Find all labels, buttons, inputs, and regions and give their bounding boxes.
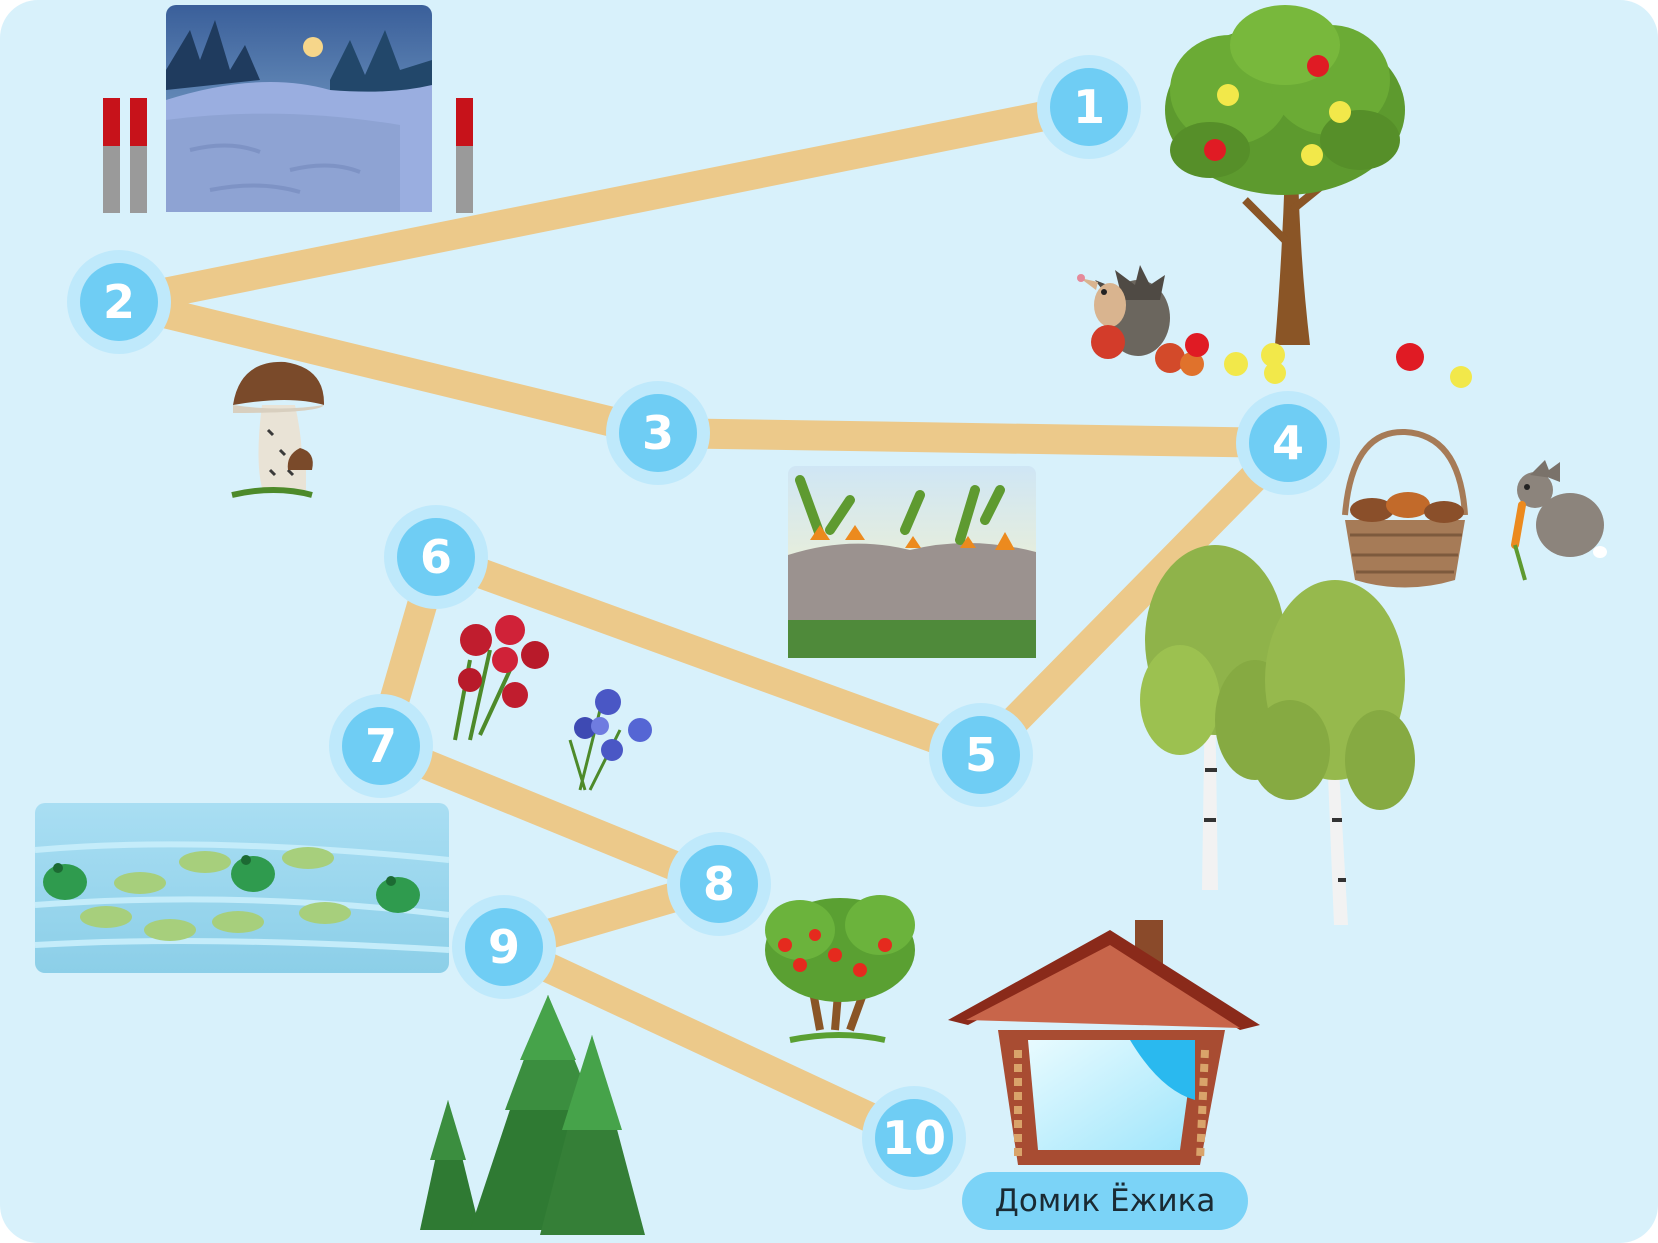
station-8-number: 8 <box>703 857 735 911</box>
station-4[interactable]: 4 <box>1236 391 1340 495</box>
birch-trees-icon <box>1140 545 1415 925</box>
carrot-garden-picture <box>788 466 1036 658</box>
hedgehog-house-icon <box>948 920 1260 1165</box>
station-9[interactable]: 9 <box>452 895 556 999</box>
station-4-number: 4 <box>1272 416 1304 470</box>
frog-pond-picture <box>34 803 450 973</box>
station-3[interactable]: 3 <box>606 381 710 485</box>
route-path <box>115 92 1324 1153</box>
red-carnations-icon <box>453 615 549 741</box>
station-1-number: 1 <box>1073 80 1105 134</box>
station-10-number: 10 <box>882 1111 946 1165</box>
station-1[interactable]: 1 <box>1037 55 1141 159</box>
station-7-number: 7 <box>365 719 397 773</box>
station-7[interactable]: 7 <box>329 694 433 798</box>
mushroom-basket-icon <box>1342 428 1468 588</box>
station-6[interactable]: 6 <box>384 505 488 609</box>
hare-with-carrot-icon <box>1511 460 1607 581</box>
station-8[interactable]: 8 <box>667 832 771 936</box>
station-3-number: 3 <box>642 406 674 460</box>
apple-tree-icon <box>1165 5 1405 345</box>
station-5[interactable]: 5 <box>929 703 1033 807</box>
station-2[interactable]: 2 <box>67 250 171 354</box>
hedgehog-with-apples-icon <box>1077 265 1472 388</box>
night-forest-gate-picture <box>103 5 473 213</box>
fir-trees-icon <box>420 995 645 1235</box>
station-10[interactable]: 10 <box>862 1086 966 1190</box>
station-6-number: 6 <box>420 530 452 584</box>
house-label-button[interactable]: Домик Ёжика <box>962 1172 1248 1230</box>
station-9-number: 9 <box>488 920 520 974</box>
mushroom-icon <box>231 361 325 498</box>
rowan-bush-icon <box>765 895 915 1043</box>
blue-cornflowers-icon <box>568 689 652 791</box>
station-2-number: 2 <box>103 275 135 329</box>
station-5-number: 5 <box>965 728 997 782</box>
